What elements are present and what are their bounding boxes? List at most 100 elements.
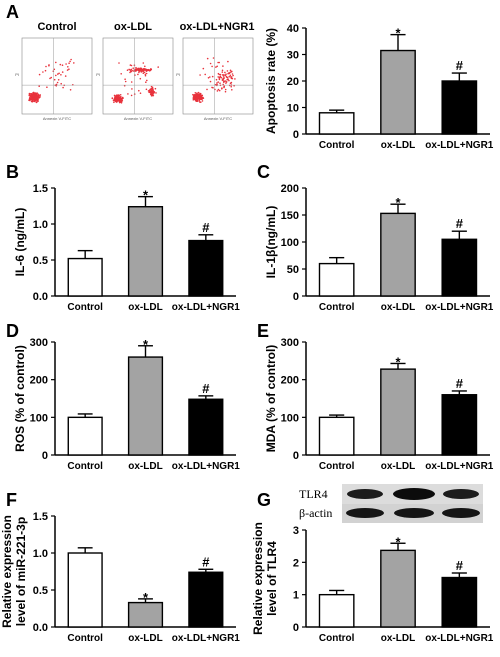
bar xyxy=(441,238,478,297)
flow-event-dot xyxy=(154,87,157,90)
western-blot: TLR4 β-actin xyxy=(299,484,483,523)
flow-event-dot xyxy=(137,67,139,70)
y-tick-label: 0 xyxy=(293,129,299,141)
y-tick-label: 300 xyxy=(30,337,48,349)
flow-event-dot xyxy=(212,57,215,59)
flow-event-dot xyxy=(55,74,57,77)
flow-event-dot xyxy=(195,94,197,97)
flow-event-dot xyxy=(216,82,218,84)
y-tick-label: 100 xyxy=(30,412,48,424)
flow-event-dot xyxy=(69,89,72,91)
flow-event-dot xyxy=(33,100,36,103)
flow-event-dot xyxy=(222,75,225,77)
flow-event-dot xyxy=(145,68,147,71)
flow-event-dot xyxy=(209,76,211,78)
flow-event-dot xyxy=(68,68,70,70)
flow-event-dot xyxy=(227,72,229,75)
flow-event-dot xyxy=(233,85,235,87)
flow-header-oxldl-ngr1: ox-LDL+NGR1 xyxy=(180,21,255,33)
flow-event-dot xyxy=(36,96,38,98)
significance-mark: # xyxy=(456,558,464,573)
flow-event-dot xyxy=(222,83,224,86)
flow-event-dot xyxy=(61,71,64,73)
flow-event-dot xyxy=(206,88,208,91)
flow-event-dot xyxy=(232,74,234,77)
blot-band xyxy=(394,508,434,518)
flow-event-dot xyxy=(150,93,152,95)
blot-label-tlr4: TLR4 xyxy=(299,487,328,501)
y-axis-label: Apoptosis rate (%) xyxy=(264,28,278,134)
flow-event-dot xyxy=(48,64,50,67)
flow-event-dot xyxy=(120,102,123,104)
flow-event-dot xyxy=(138,89,140,92)
y-tick-label: 30 xyxy=(287,50,299,62)
flow-event-dot xyxy=(113,101,115,104)
flow-event-dot xyxy=(198,94,200,97)
bar xyxy=(188,398,224,456)
flow-event-dot xyxy=(34,92,37,94)
flow-event-dot xyxy=(212,87,214,89)
blot-band xyxy=(346,508,384,518)
significance-mark: * xyxy=(395,195,401,210)
flow-event-dot xyxy=(44,69,47,72)
flow-event-dot xyxy=(221,88,223,90)
panel-letter-c: C xyxy=(257,162,270,182)
bar xyxy=(441,80,478,135)
y-axis-label: Relative expressionlevel of TLR4 xyxy=(251,522,279,635)
significance-mark: # xyxy=(202,381,210,396)
chart-f: 0.0 0.5 1.0 1.5 Relative expressionlevel of … xyxy=(0,511,240,644)
flow-event-dot xyxy=(33,97,36,100)
flow-event-dot xyxy=(118,99,121,101)
flow-event-dot xyxy=(45,65,47,68)
flow-event-dot xyxy=(120,95,122,98)
chart-b: 0.0 0.5 1.0 1.5 IL-6 (ng/mL) Control * ox-LDL # o… xyxy=(13,183,240,313)
y-axis-label: IL-6 (ng/mL) xyxy=(13,208,27,277)
flow-event-dot xyxy=(38,73,41,76)
flow-event-dot xyxy=(119,99,122,102)
flow-event-dot xyxy=(217,61,219,64)
x-category-label: ox-LDL xyxy=(128,461,162,472)
flow-event-dot xyxy=(201,100,204,102)
significance-mark: # xyxy=(202,554,210,569)
flow-header-oxldl: ox-LDL xyxy=(114,21,152,33)
flow-event-dot xyxy=(217,76,219,78)
flow-event-dot xyxy=(142,62,145,64)
flow-event-dot xyxy=(147,68,150,71)
x-category-label: Control xyxy=(319,302,355,313)
flow-event-dot xyxy=(215,66,217,68)
flow-event-dot xyxy=(228,79,230,82)
y-tick-label: 0.5 xyxy=(33,585,48,597)
flow-event-dot xyxy=(144,65,146,68)
flow-event-dot xyxy=(124,78,126,80)
flow-event-dot xyxy=(60,74,62,76)
x-category-label: ox-LDL+NGR1 xyxy=(172,461,241,472)
flow-event-dot xyxy=(118,62,120,64)
significance-mark: # xyxy=(456,376,464,391)
flow-event-dot xyxy=(130,70,132,73)
y-axis-label: Relative expressionlevel of miR-221-3p xyxy=(0,515,28,628)
y-tick-label: 0.5 xyxy=(33,255,48,267)
x-category-label: Control xyxy=(67,302,103,313)
significance-mark: * xyxy=(143,337,149,352)
flow-event-dot xyxy=(199,93,201,96)
flow-event-dot xyxy=(53,78,56,81)
flow-event-dot xyxy=(211,65,213,68)
flow-event-dot xyxy=(117,95,120,98)
flow-event-dot xyxy=(38,85,40,87)
x-category-label: ox-LDL+NGR1 xyxy=(425,140,494,151)
flow-event-dot xyxy=(28,98,31,101)
flow-event-dot xyxy=(231,89,233,91)
flow-event-dot xyxy=(39,94,41,96)
y-tick-label: 300 xyxy=(281,337,299,349)
x-category-label: Control xyxy=(319,461,355,472)
flow-event-dot xyxy=(226,78,228,81)
flow-event-dot xyxy=(218,78,221,81)
flow-event-dot xyxy=(218,61,220,64)
flow-event-dot xyxy=(224,74,227,77)
flow-event-dot xyxy=(193,96,196,98)
y-tick-label: 0 xyxy=(293,450,299,462)
flow-event-dot xyxy=(142,72,145,74)
flow-event-dot xyxy=(120,73,122,75)
flow-event-dot xyxy=(139,92,142,94)
flow-event-dot xyxy=(150,68,152,70)
